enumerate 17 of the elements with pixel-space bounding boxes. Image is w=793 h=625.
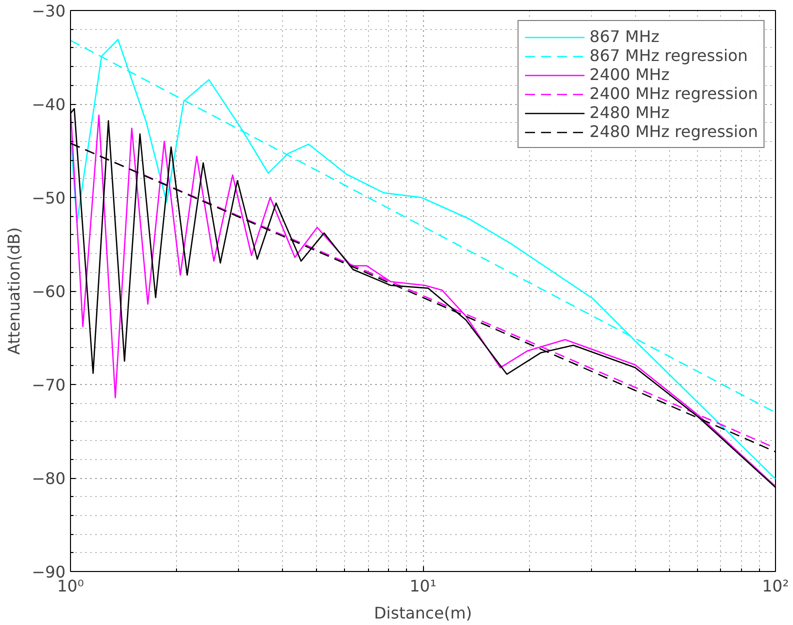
legend-label: 867 MHz regression [590, 46, 748, 65]
legend-label: 2480 MHz [590, 103, 670, 122]
y-tick-label: −30 [32, 2, 66, 20]
x-tick-label: 10⁰ [57, 576, 84, 596]
y-tick-label: −80 [32, 469, 66, 488]
x-axis-title: Distance(m) [374, 604, 472, 622]
y-axis-title: Attenuation(dB) [4, 227, 24, 355]
legend-label: 2480 MHz regression [590, 122, 758, 141]
x-tick-label: 10¹ [410, 576, 436, 596]
legend-label: 2400 MHz [590, 65, 670, 84]
y-tick-label: −40 [32, 95, 66, 114]
legend-label: 2400 MHz regression [590, 84, 758, 103]
legend-label: 867 MHz [590, 27, 660, 46]
y-tick-label: −70 [32, 376, 66, 394]
y-tick-label: −50 [32, 188, 66, 208]
y-tick-label: −60 [32, 282, 66, 301]
x-tick-label: 10² [762, 576, 789, 596]
